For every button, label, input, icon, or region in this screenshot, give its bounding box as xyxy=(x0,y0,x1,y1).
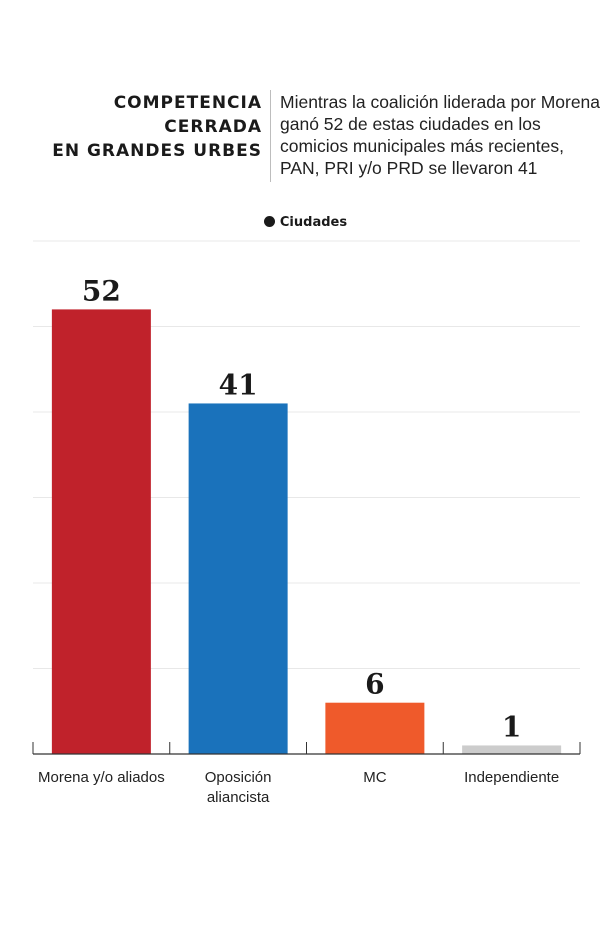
chart-subtitle: Mientras la coalición liderada por Moren… xyxy=(280,92,601,178)
bar xyxy=(51,309,151,754)
data-label: 41 xyxy=(219,368,258,401)
chart-title: COMPETENCIA CERRADA EN GRANDES URBES xyxy=(52,93,262,161)
category-label: Morena y/o aliados xyxy=(38,769,165,786)
bar xyxy=(325,702,425,754)
data-label: 52 xyxy=(82,274,121,307)
data-label: 1 xyxy=(502,710,521,743)
legend: Ciudades xyxy=(0,215,611,230)
data-label: 6 xyxy=(365,668,384,701)
category-label: Independiente xyxy=(464,769,560,786)
category-label: Oposición aliancista xyxy=(204,769,272,806)
category-label: MC xyxy=(363,769,387,786)
legend-label: Ciudades xyxy=(279,215,348,230)
header-divider xyxy=(270,90,271,182)
bar xyxy=(462,745,562,754)
bar xyxy=(188,403,288,754)
legend-dot-icon xyxy=(263,216,275,227)
